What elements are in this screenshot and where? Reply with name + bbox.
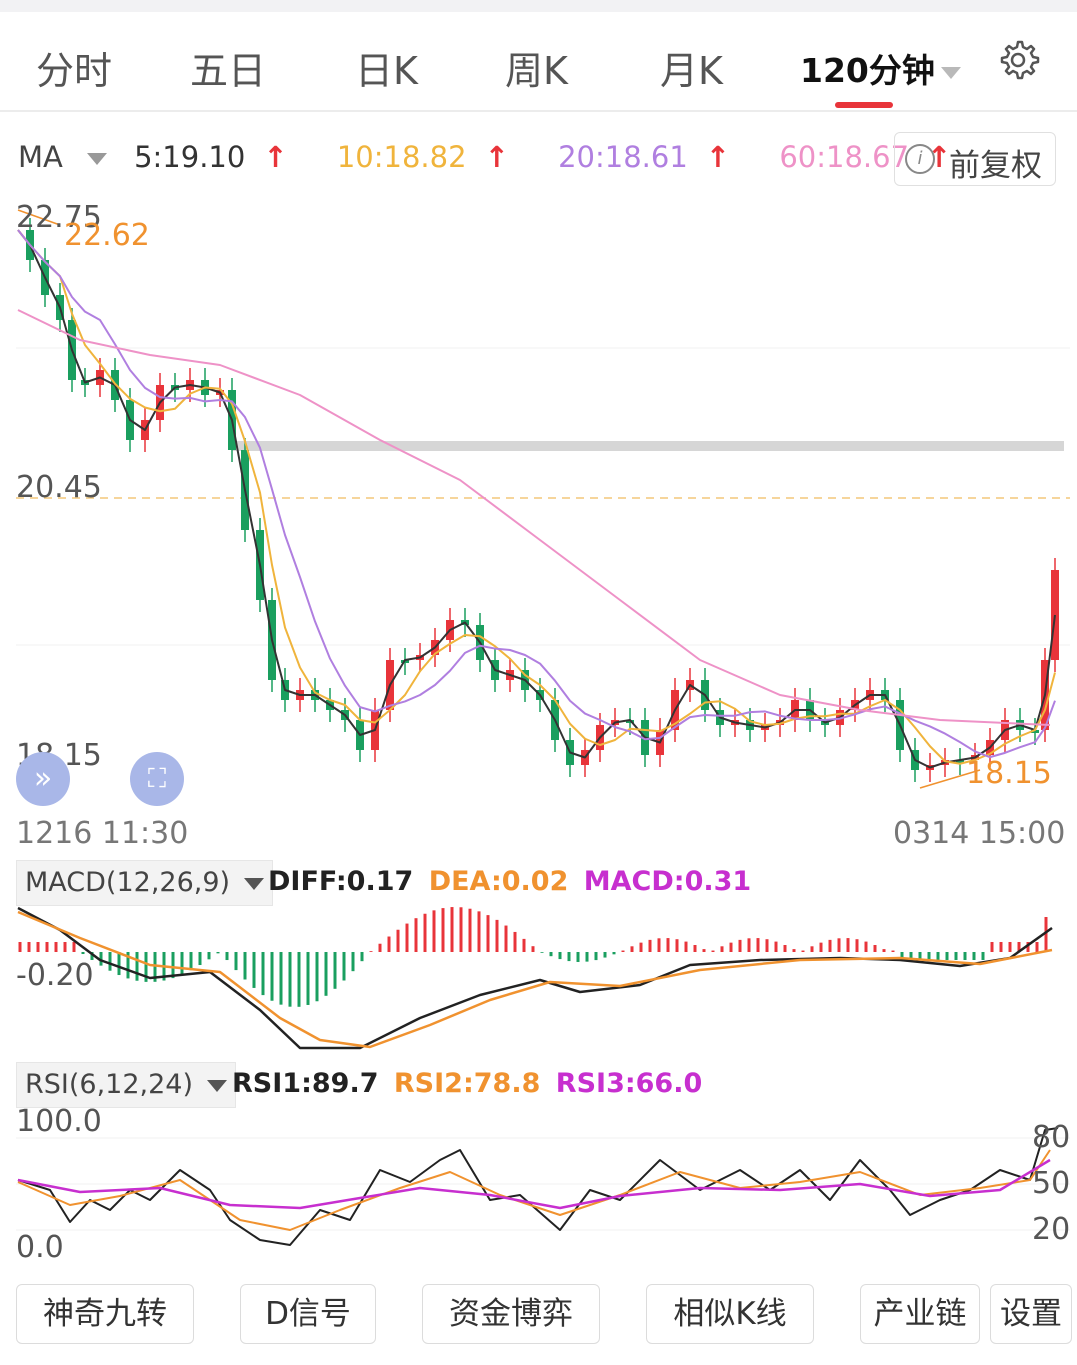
rsi3-value: RSI3:66.0 xyxy=(555,1068,703,1099)
settings-button[interactable]: 设置 xyxy=(990,1284,1072,1344)
fullscreen-icon[interactable]: ⛶ xyxy=(130,752,184,806)
rsi-axis-top: 100.0 xyxy=(16,1104,102,1139)
ma5-text: 5:19.10 xyxy=(134,140,246,174)
up-arrow-icon: ↑ xyxy=(705,140,731,174)
price-adjust-label: 前复权 xyxy=(949,148,1042,184)
macd-values: DIFF:0.17 DEA:0.02 MACD:0.31 xyxy=(268,866,757,897)
chevron-down-icon xyxy=(86,153,107,165)
rsi3-line xyxy=(17,1158,1051,1210)
ma20-value: 20:18.61 ↑ xyxy=(558,140,748,174)
info-icon: i xyxy=(905,144,935,174)
status-strip xyxy=(0,0,1077,12)
ma-legend: MA 5:19.10 ↑ 10:18.82 ↑ 20:18.61 ↑ 60:18.67… xyxy=(18,140,987,180)
rsi-selector[interactable]: RSI(6,12,24) xyxy=(16,1062,236,1108)
macd-chart[interactable] xyxy=(0,900,1077,1060)
low-price-marker: 18.15 xyxy=(966,756,1052,791)
tab-five-day[interactable]: 五日 xyxy=(190,49,267,93)
price-band xyxy=(232,441,1064,451)
rsi-selector-label: RSI(6,12,24) xyxy=(25,1069,193,1100)
bottom-toolbar: 神奇九转 D信号 资金博弈 相似K线 产业链 设置 xyxy=(0,1280,1077,1350)
up-arrow-icon: ↑ xyxy=(484,140,509,174)
ma20-line xyxy=(17,229,1056,759)
chevron-down-icon xyxy=(244,877,265,890)
active-tab-indicator xyxy=(835,102,893,108)
macd-dea-line xyxy=(17,910,1053,1049)
ma60-text: 60:18.67 xyxy=(779,140,910,174)
tab-weekly-k[interactable]: 周K xyxy=(505,49,568,93)
chevron-down-icon xyxy=(940,66,961,79)
time-axis-start: 1216 11:30 xyxy=(16,816,189,851)
rsi-chart[interactable] xyxy=(0,1110,1077,1260)
ma-selector[interactable]: MA xyxy=(18,140,107,174)
ma20-text: 20:18.61 xyxy=(558,140,688,174)
high-price-marker: 22.62 xyxy=(64,218,150,253)
macd-selector-label: MACD(12,26,9) xyxy=(25,867,231,898)
industry-chain-button[interactable]: 产业链 xyxy=(860,1284,980,1344)
capital-game-button[interactable]: 资金博弈 xyxy=(422,1284,600,1344)
price-axis-top: 22.75 xyxy=(16,200,102,235)
macd-value: MACD:0.31 xyxy=(583,866,752,897)
ma-label: MA xyxy=(18,140,63,174)
rsi-legend: RSI(6,12,24) RSI1:89.7 RSI2:78.8 RSI3:66… xyxy=(16,1062,1056,1108)
similar-kline-button[interactable]: 相似K线 xyxy=(646,1284,814,1344)
macd-diff: DIFF:0.17 xyxy=(268,866,414,897)
rsi1-line xyxy=(17,1127,1059,1246)
chevron-down-icon xyxy=(207,1079,227,1092)
ma60-value: 60:18.67 ↑ xyxy=(779,140,969,174)
rsi2-value: RSI2:78.8 xyxy=(393,1068,541,1099)
ma60-line xyxy=(17,309,1051,726)
tab-120-minute-label: 120分钟 xyxy=(800,51,935,90)
high-marker-line xyxy=(17,209,61,226)
ma10-text: 10:18.82 xyxy=(336,140,467,174)
gear-icon[interactable] xyxy=(996,38,1040,82)
up-arrow-icon: ↑ xyxy=(263,140,288,174)
tab-monthly-k[interactable]: 月K xyxy=(660,49,723,93)
ma10-line xyxy=(17,229,1056,765)
rsi-right-label-50: 50 xyxy=(1032,1166,1071,1201)
rsi2-line xyxy=(17,1149,1051,1231)
rsi-axis-bottom: 0.0 xyxy=(16,1230,64,1265)
ma5-value: 5:19.10 ↑ xyxy=(134,140,306,174)
kline-chart[interactable] xyxy=(0,200,1077,810)
rsi-values: RSI1:89.7 RSI2:78.8 RSI3:66.0 xyxy=(232,1068,708,1099)
macd-diff-line xyxy=(17,906,1053,1050)
tab-120-minute[interactable]: 120分钟 xyxy=(800,44,961,92)
ma5-line xyxy=(17,229,1056,769)
rsi-right-label-80: 80 xyxy=(1032,1120,1071,1155)
macd-legend: MACD(12,26,9) DIFF:0.17 DEA:0.02 MACD:0.… xyxy=(16,860,1056,906)
candle-body xyxy=(1031,730,1039,733)
candle-body xyxy=(956,760,964,763)
macd-axis-label: -0.20 xyxy=(16,958,94,993)
time-axis-end: 0314 15:00 xyxy=(893,816,1066,851)
rsi1-value: RSI1:89.7 xyxy=(232,1068,379,1099)
ma10-value: 10:18.82 ↑ xyxy=(337,140,527,174)
macd-dea: DEA:0.02 xyxy=(428,866,569,897)
price-adjust-button[interactable]: i 前复权 xyxy=(894,132,1056,186)
low-marker-line xyxy=(919,769,981,789)
rsi-right-label-20: 20 xyxy=(1032,1212,1071,1247)
macd-selector[interactable]: MACD(12,26,9) xyxy=(16,860,274,906)
price-axis-mid: 20.45 xyxy=(16,470,102,505)
tab-intraday[interactable]: 分时 xyxy=(36,49,113,93)
nine-turn-button[interactable]: 神奇九转 xyxy=(16,1284,194,1344)
d-signal-button[interactable]: D信号 xyxy=(240,1284,376,1344)
period-tabs: 分时 五日 日K 周K 月K 120分钟 xyxy=(0,12,1077,112)
tab-daily-k[interactable]: 日K xyxy=(355,49,418,93)
expand-double-chevron-icon[interactable]: » xyxy=(16,752,70,806)
